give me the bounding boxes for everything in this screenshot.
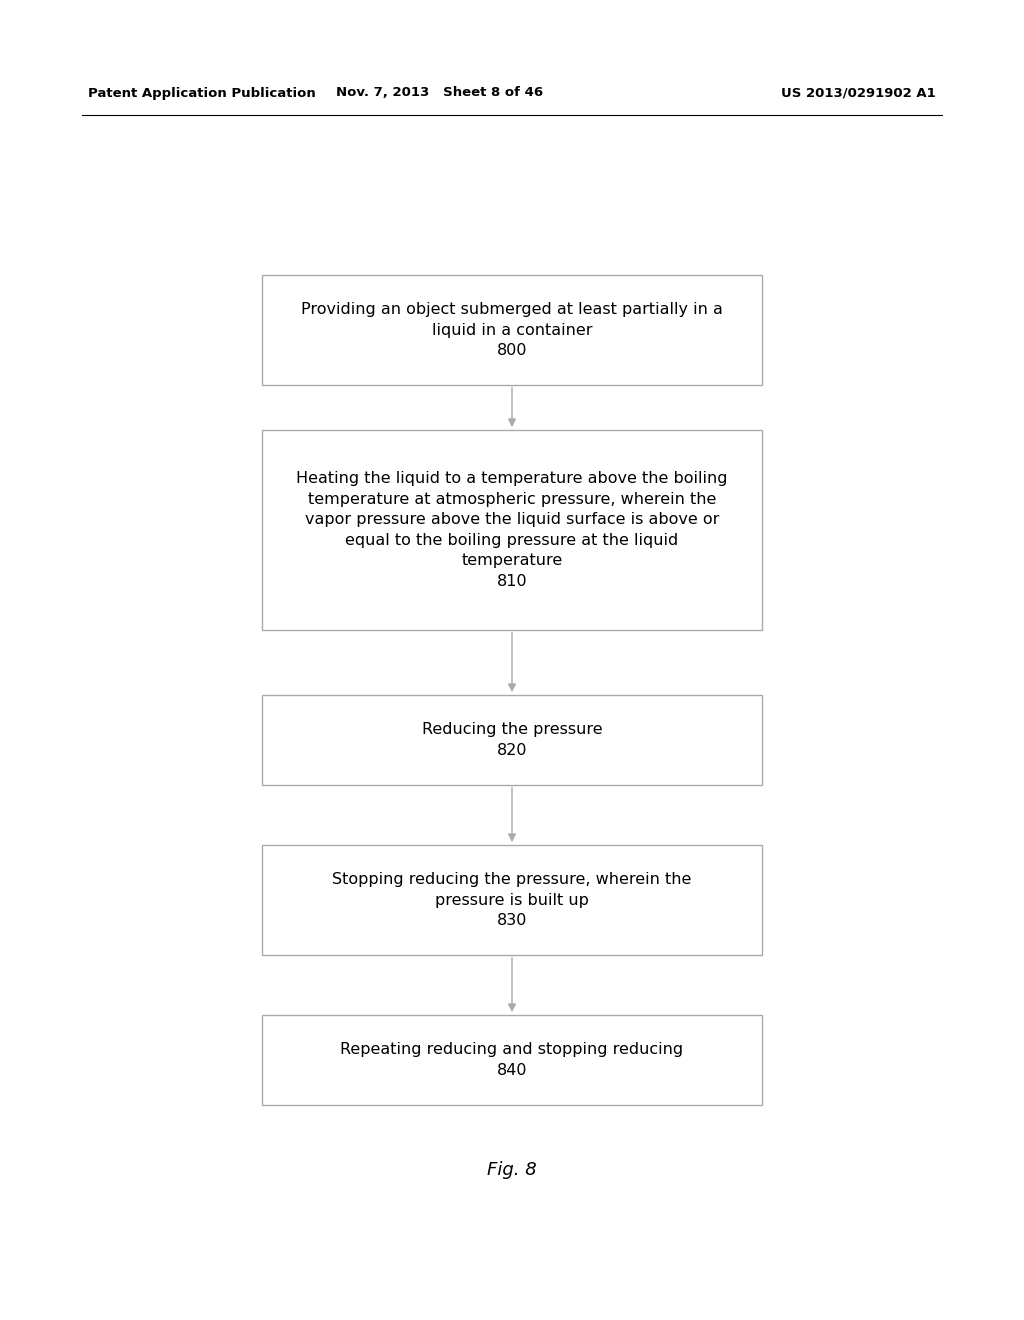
- Text: Providing an object submerged at least partially in a
liquid in a container
800: Providing an object submerged at least p…: [301, 302, 723, 358]
- Text: Repeating reducing and stopping reducing
840: Repeating reducing and stopping reducing…: [340, 1043, 684, 1077]
- Text: US 2013/0291902 A1: US 2013/0291902 A1: [781, 87, 936, 99]
- Bar: [262, 845, 762, 954]
- Text: Reducing the pressure
820: Reducing the pressure 820: [422, 722, 602, 758]
- Text: Heating the liquid to a temperature above the boiling
temperature at atmospheric: Heating the liquid to a temperature abov…: [296, 471, 728, 589]
- Text: Patent Application Publication: Patent Application Publication: [88, 87, 315, 99]
- Bar: [262, 430, 762, 630]
- Bar: [262, 696, 762, 785]
- Text: Fig. 8: Fig. 8: [487, 1162, 537, 1179]
- Bar: [262, 1015, 762, 1105]
- Bar: [262, 275, 762, 385]
- Text: Nov. 7, 2013   Sheet 8 of 46: Nov. 7, 2013 Sheet 8 of 46: [337, 87, 544, 99]
- Text: Stopping reducing the pressure, wherein the
pressure is built up
830: Stopping reducing the pressure, wherein …: [333, 873, 691, 928]
